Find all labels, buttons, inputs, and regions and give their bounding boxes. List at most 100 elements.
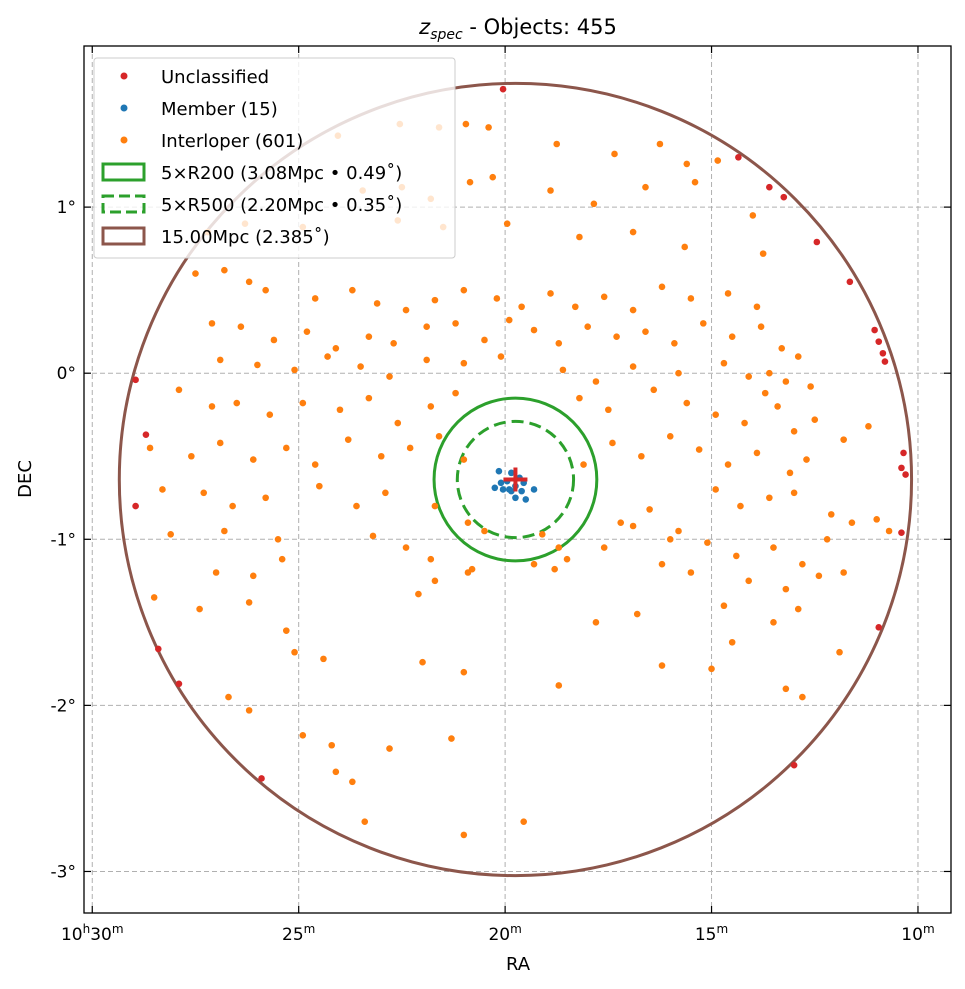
interloper-point (427, 403, 435, 410)
interloper-point (885, 527, 893, 535)
x-axis-label: RA (506, 954, 531, 975)
interloper-point (332, 768, 340, 776)
y-tick-label: -1° (51, 530, 76, 550)
x-tick-label: 25m (282, 922, 315, 945)
member-point (522, 496, 530, 503)
x-tick-label-minutes: 20 (488, 925, 510, 945)
unclassified-point (766, 183, 773, 191)
interloper-point (266, 411, 274, 419)
plot-area (117, 81, 914, 878)
interloper-point (865, 423, 872, 430)
interloper-point (462, 120, 470, 128)
legend: Unclassified Member (15) Interloper (601) 5… (93, 57, 456, 259)
interloper-point (274, 535, 282, 543)
interloper-point (559, 366, 567, 374)
interloper-point (278, 555, 286, 563)
interloper-point (728, 638, 736, 646)
interloper-point (394, 419, 402, 427)
interloper-point (873, 516, 880, 523)
member-point (495, 467, 503, 475)
interloper-point (782, 378, 790, 385)
interloper-point (431, 577, 439, 585)
interloper-point (576, 394, 583, 402)
interloper-point (617, 519, 625, 526)
unclassified-point (879, 349, 887, 357)
interloper-point (460, 668, 468, 676)
interloper-point (464, 519, 472, 526)
interloper-point (406, 444, 414, 452)
interloper-point (466, 178, 474, 186)
interloper-point (753, 449, 761, 457)
interloper-point (774, 403, 781, 410)
interloper-point (320, 655, 327, 663)
interloper-point (584, 323, 591, 330)
interloper-point (196, 605, 203, 613)
interloper-point (683, 399, 691, 407)
interloper-point (675, 369, 682, 377)
interloper-point (221, 266, 228, 274)
interloper-point (373, 300, 381, 307)
unclassified-point (881, 358, 889, 365)
interloper-point (216, 356, 224, 364)
legend-marker-dot (120, 136, 128, 144)
interloper-point (386, 373, 393, 380)
unclassified-point (790, 761, 798, 769)
interloper-point (150, 594, 158, 601)
y-gridlines (84, 206, 951, 872)
interloper-point (349, 286, 356, 294)
legend-box (93, 57, 456, 259)
member-point (518, 487, 525, 495)
interloper-point (609, 439, 616, 447)
interloper-point (423, 356, 430, 364)
interloper-point (175, 386, 183, 394)
interloper-point (600, 293, 608, 301)
interloper-point (592, 378, 600, 385)
interloper-point (666, 535, 674, 543)
legend-label: 15.00Mpc (2.385˚) (161, 227, 330, 248)
interloper-point (790, 428, 798, 435)
legend-marker-rect (101, 162, 146, 182)
unclassified-point (735, 153, 742, 161)
interloper-point (629, 228, 637, 236)
interloper-point (675, 527, 682, 535)
y-axis-ticks: 1° 0° -1° -2° -3° (51, 198, 951, 882)
interloper-point (724, 290, 732, 297)
interloper-point (200, 489, 208, 497)
interloper-point (658, 283, 666, 291)
x-tick-label-hours: 10 (61, 925, 83, 945)
interloper-point (642, 183, 649, 191)
member-point (508, 469, 515, 477)
member-point (530, 486, 538, 493)
legend-item: Unclassified (120, 67, 269, 88)
interloper-point (794, 605, 802, 613)
interloper-point (188, 452, 195, 460)
interloper-point (695, 446, 703, 453)
interloper-point (530, 326, 538, 334)
interloper-point (714, 157, 722, 164)
x-tick-label-hours-unit: h (83, 922, 91, 936)
interloper-point (493, 295, 501, 302)
interloper-point (520, 818, 527, 825)
interloper-point (794, 353, 802, 360)
interloper-point (658, 662, 666, 669)
plot-frame (83, 45, 952, 914)
interloper-point (691, 178, 699, 186)
x-tick-label: 10m (901, 922, 934, 945)
interloper-point (245, 707, 253, 714)
interloper-point (344, 436, 352, 443)
interloper-point (720, 359, 728, 367)
interloper-point (262, 494, 269, 502)
interloper-point (840, 569, 847, 576)
legend-marker-rect (101, 194, 146, 214)
interloper-point (778, 344, 786, 352)
member-point (512, 494, 519, 502)
interloper-point (782, 585, 790, 593)
interloper-point (460, 359, 468, 367)
interloper-point (741, 419, 748, 427)
interloper-point (811, 416, 819, 424)
interloper-point (848, 519, 856, 526)
unclassified-point (898, 529, 905, 536)
circle-5-r500 (455, 419, 576, 540)
interloper-point (766, 494, 773, 502)
interloper-point (460, 831, 468, 839)
